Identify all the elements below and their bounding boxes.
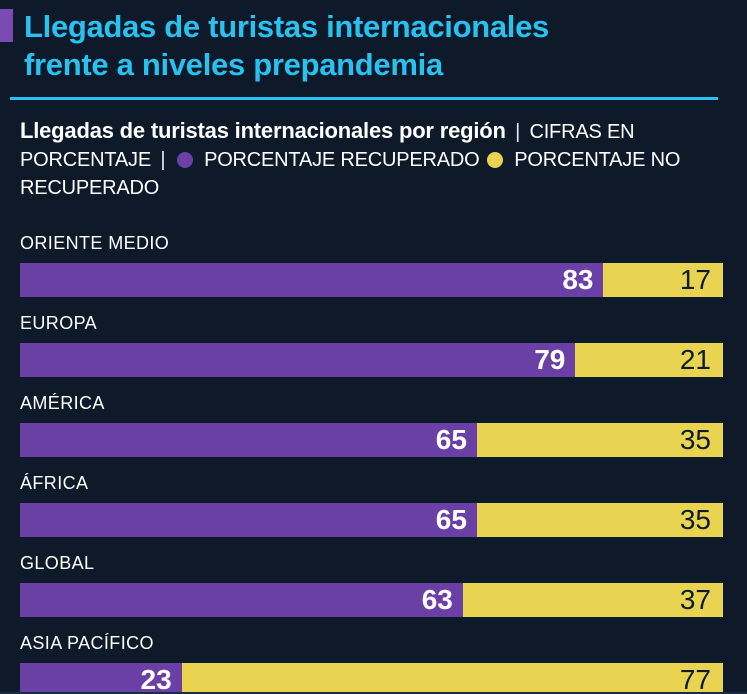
not-recovered-bar-segment: 17: [603, 263, 723, 297]
not-recovered-value: 21: [679, 344, 711, 375]
not-recovered-bar-segment: 21: [575, 343, 723, 377]
not-recovered-value: 77: [679, 664, 711, 694]
recovered-value: 63: [421, 584, 453, 615]
recovered-legend-dot-icon: [176, 152, 193, 168]
not-recovered-bar-segment: 37: [462, 583, 723, 617]
bar-row: EUROPA 79 21: [20, 312, 723, 377]
stacked-bar: 23 77: [20, 663, 723, 694]
not-recovered-bar-segment: 35: [476, 503, 723, 537]
stacked-bar: 79 21: [20, 343, 723, 377]
bottom-edge-line: [0, 692, 747, 694]
subtitle-separator-2: |: [160, 149, 166, 171]
recovered-value: 65: [435, 424, 467, 455]
not-recovered-legend-label: PORCENTAJE NO RECUPERADO: [20, 149, 681, 199]
bar-row: ÁFRICA 65 35: [20, 472, 723, 537]
title-divider: [10, 97, 718, 100]
bar-row: ORIENTE MEDIO 83 17: [20, 232, 723, 297]
region-label: ÁFRICA: [20, 473, 89, 493]
recovered-value: 23: [140, 664, 172, 694]
recovered-value: 65: [435, 504, 467, 535]
recovered-bar-segment: 65: [20, 423, 477, 457]
bar-row: ASIA PACÍFICO 23 77: [20, 632, 723, 694]
region-label: ORIENTE MEDIO: [20, 233, 170, 253]
bar-row: AMÉRICA 65 35: [20, 392, 723, 457]
stacked-bar: 63 37: [20, 583, 723, 617]
region-label: AMÉRICA: [20, 393, 105, 413]
stacked-bar: 65 35: [20, 503, 723, 537]
recovered-bar-segment: 79: [20, 343, 576, 377]
stacked-bar: 65 35: [20, 423, 723, 457]
subtitle-separator: |: [515, 121, 521, 143]
chart-subtitle: Llegadas de turistas internacionales por…: [20, 117, 727, 202]
stacked-bar: 83 17: [20, 263, 723, 297]
not-recovered-value: 17: [679, 264, 711, 295]
subtitle-line-1: Llegadas de turistas internacionales por…: [20, 117, 727, 146]
not-recovered-legend-dot-icon: [486, 152, 503, 168]
recovered-bar-segment: 83: [20, 263, 604, 297]
bar-chart: ORIENTE MEDIO 83 17 EUROPA 79 21 AMÉRICA 65 35 ÁF…: [20, 232, 723, 694]
subtitle-line-2: PORCENTAJE | PORCENTAJE RECUPERADO PORCE…: [20, 146, 727, 202]
title-accent-block: [0, 9, 13, 42]
not-recovered-bar-segment: 77: [181, 663, 723, 694]
region-label: ASIA PACÍFICO: [20, 633, 154, 653]
not-recovered-value: 37: [679, 584, 711, 615]
bar-row: GLOBAL 63 37: [20, 552, 723, 617]
recovered-value: 83: [562, 264, 594, 295]
recovered-bar-segment: 63: [20, 583, 463, 617]
subtitle-units-text-1: CIFRAS EN: [529, 121, 635, 143]
recovered-bar-segment: 65: [20, 503, 477, 537]
recovered-legend-label: PORCENTAJE RECUPERADO: [204, 149, 480, 171]
region-label: EUROPA: [20, 313, 98, 333]
not-recovered-value: 35: [679, 504, 711, 535]
recovered-value: 79: [534, 344, 566, 375]
title-line-2: frente a niveles prepandemia: [24, 47, 443, 82]
subtitle-bold-text: Llegadas de turistas internacionales por…: [20, 118, 506, 143]
page-title: Llegadas de turistas internacionales fre…: [0, 0, 747, 84]
recovered-bar-segment: 23: [20, 663, 182, 694]
subtitle-units-text-2: PORCENTAJE: [20, 149, 151, 171]
not-recovered-bar-segment: 35: [476, 423, 723, 457]
not-recovered-value: 35: [679, 424, 711, 455]
region-label: GLOBAL: [20, 553, 95, 573]
title-line-1: Llegadas de turistas internacionales: [24, 9, 549, 44]
